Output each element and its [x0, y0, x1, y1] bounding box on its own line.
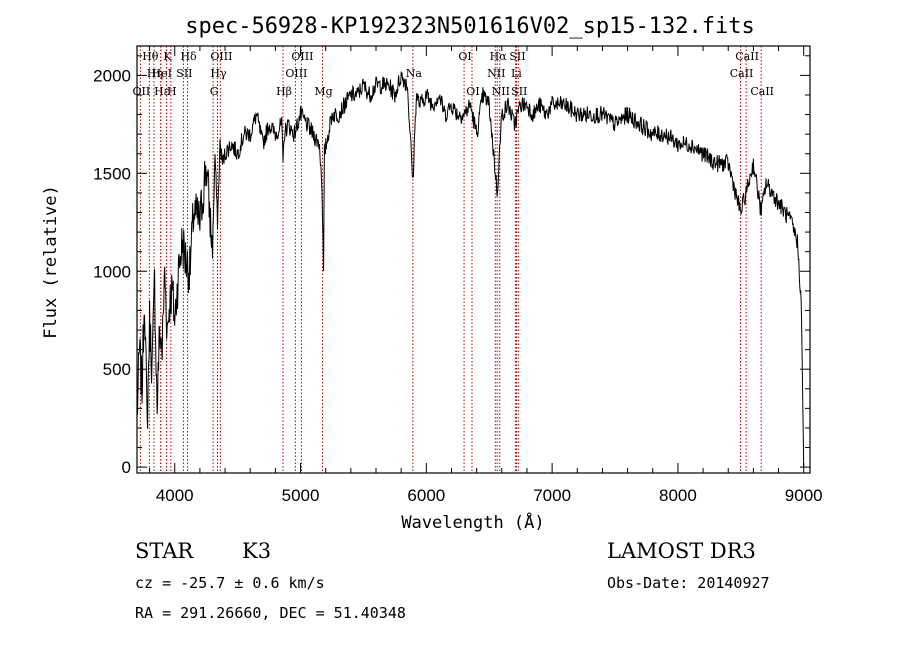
redshift-text: cz = -25.7 ± 0.6 km/s — [135, 574, 325, 592]
line-marker-label: NII — [487, 67, 505, 80]
x-tick-label: 5000 — [282, 486, 320, 505]
object-subclass: K3 — [242, 539, 272, 563]
chart-title: spec-56928-KP192323N501616V02_sp15-132.f… — [185, 14, 755, 39]
x-tick-label: 8000 — [659, 486, 697, 505]
y-tick-label: 2000 — [93, 66, 131, 85]
x-tick-label: 9000 — [785, 486, 823, 505]
line-marker-label: Hδ — [180, 50, 197, 63]
plot-frame — [136, 45, 811, 474]
line-marker-label: CaII — [730, 67, 754, 80]
x-axis-ticks: 4000 5000 6000 7000 8000 9000 — [149, 46, 823, 505]
flux-line — [136, 71, 805, 468]
y-tick-label: 0 — [122, 458, 131, 477]
coordinates: RA = 291.26660, DEC = 51.40348 — [135, 604, 406, 622]
line-marker-label: OIII — [210, 50, 232, 63]
y-tick-label: 1500 — [93, 164, 131, 183]
line-marker-label: Hγ — [210, 67, 227, 80]
line-marker-label: CaII — [735, 50, 759, 63]
line-marker-label: OII — [133, 85, 151, 98]
y-axis-label: Flux (relative) — [41, 185, 61, 339]
x-tick-label: 7000 — [533, 486, 571, 505]
line-marker-label: OIII — [285, 67, 307, 80]
line-marker-label: Hα — [490, 50, 508, 63]
x-tick-label: 6000 — [407, 486, 445, 505]
obs-date: Obs-Date: 20140927 — [607, 574, 770, 592]
line-marker-label: Hθ — [142, 50, 159, 63]
line-marker-label: CaII — [750, 85, 774, 98]
line-marker-label: Hη — [147, 67, 163, 80]
line-marker-label: Hε — [154, 85, 170, 98]
line-marker-label: Na — [406, 67, 423, 80]
line-marker-label: K — [163, 50, 172, 63]
line-marker-label: NII — [492, 85, 510, 98]
object-class: STAR — [135, 539, 194, 563]
y-tick-label: 1000 — [93, 262, 131, 281]
y-axis-ticks: 0 500 1000 1500 2000 — [93, 55, 810, 477]
line-marker-label: HeⅠ — [152, 67, 172, 80]
line-marker-label: Li — [511, 67, 522, 80]
line-marker-label: OI — [466, 85, 479, 98]
line-marker-label: Hβ — [276, 85, 292, 98]
line-marker-label: SII — [511, 85, 527, 98]
line-markers — [139, 46, 762, 473]
line-marker-label: Mg — [314, 85, 332, 98]
line-marker-label: H — [167, 85, 177, 98]
y-tick-label: 500 — [103, 360, 131, 379]
survey-name: LAMOST DR3 — [607, 539, 756, 563]
line-marker-label: G — [210, 85, 219, 98]
line-marker-label: OIII — [291, 50, 313, 63]
line-marker-label: SII — [176, 67, 192, 80]
x-tick-label: 4000 — [156, 486, 194, 505]
x-axis-label: Wavelength (Å) — [401, 511, 544, 533]
line-marker-label: SII — [509, 50, 525, 63]
line-marker-label: OI — [458, 50, 471, 63]
